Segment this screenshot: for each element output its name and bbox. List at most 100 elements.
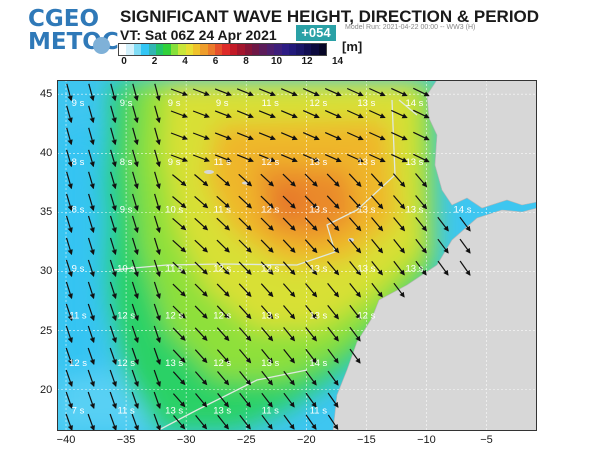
direction-arrow (459, 216, 471, 232)
wave-map: 9 s 9 s 9 s 9 s 11 s 12 s 13 s 14 s 8 s 8 s 9 s 11 … (57, 80, 537, 431)
direction-arrow (87, 347, 95, 366)
direction-arrow (258, 132, 276, 141)
direction-arrow (283, 414, 295, 430)
direction-arrow (282, 239, 296, 253)
longitude-tick-label: −35 (116, 434, 136, 446)
direction-arrow (87, 369, 95, 388)
direction-arrow (261, 370, 273, 386)
direction-arrow (154, 83, 161, 102)
direction-arrow (109, 303, 117, 322)
colorbar-swatch (259, 44, 267, 55)
direction-arrow (66, 193, 73, 212)
direction-arrow (326, 239, 340, 254)
wave-period-label: 13 s (357, 204, 375, 215)
direction-arrow (413, 87, 430, 97)
direction-arrow (283, 305, 296, 320)
globe-icon (93, 37, 110, 54)
direction-arrow (261, 392, 273, 408)
direction-arrow (87, 281, 95, 300)
wave-period-label: 9 s (120, 98, 133, 109)
direction-arrow (216, 239, 230, 253)
direction-arrow (302, 110, 320, 119)
wave-period-label: 13 s (309, 263, 327, 274)
direction-arrow (282, 173, 296, 187)
direction-arrow (371, 239, 384, 254)
direction-arrow (132, 171, 139, 190)
colorbar-tick-label: 12 (301, 56, 313, 67)
valid-time: VT: Sat 06Z 24 Apr 2021 (120, 27, 277, 43)
direction-arrow (131, 391, 139, 410)
direction-arrow (349, 239, 362, 254)
wave-period-label: 9 s (120, 204, 133, 215)
direction-arrow (415, 173, 428, 188)
colorbar-swatch (318, 44, 326, 55)
direction-arrow (192, 110, 210, 118)
direction-arrow (413, 153, 430, 163)
direction-arrow (305, 283, 318, 298)
colorbar-swatch (281, 44, 289, 55)
wave-period-label: 11 s (69, 311, 87, 322)
direction-arrow (305, 414, 317, 430)
latitude-tick-label: 45 (40, 88, 53, 101)
direction-arrow (194, 349, 208, 364)
longitude-tick-label: −10 (417, 434, 436, 446)
wave-period-label: 13 s (261, 358, 279, 369)
wave-period-label: 9 s (168, 157, 181, 168)
wave-period-label: 14 s (405, 98, 423, 109)
colorbar-swatch (311, 44, 319, 55)
logo-line-1: CGEO (28, 6, 100, 32)
direction-arrow (260, 239, 274, 253)
direction-arrow (369, 153, 386, 163)
direction-arrow (172, 327, 186, 341)
direction-arrow (172, 349, 186, 363)
direction-arrow (192, 88, 210, 96)
direction-arrow (172, 283, 186, 297)
colorbar-swatch (192, 44, 201, 55)
colorbar-tick-label: 10 (270, 56, 283, 67)
direction-arrow (194, 239, 208, 253)
direction-arrow (172, 261, 186, 275)
direction-arrow (172, 217, 187, 231)
direction-arrow (109, 281, 117, 300)
direction-arrow (349, 283, 361, 298)
direction-arrow (327, 305, 339, 320)
direction-arrow (216, 327, 230, 342)
wave-period-label: 13 s (357, 157, 375, 168)
direction-arrow (304, 195, 318, 209)
cgeo-metoc-logo: CGEO METOC (28, 6, 119, 54)
direction-arrow (216, 305, 230, 319)
colorbar-swatch (237, 44, 245, 55)
direction-arrow (238, 217, 252, 231)
direction-arrow (131, 325, 139, 344)
colorbar-tick-label: 6 (212, 56, 219, 67)
direction-arrow (132, 83, 139, 102)
latitude-tick-label: 25 (40, 324, 53, 337)
wave-period-label: 12 s (261, 263, 279, 274)
direction-arrow (327, 283, 340, 298)
direction-arrow (173, 415, 186, 430)
direction-arrow (192, 132, 210, 140)
direction-arrow (349, 261, 362, 276)
wave-period-label: 13 s (213, 405, 231, 416)
direction-arrow (346, 109, 364, 119)
colorbar-swatch (229, 44, 238, 55)
direction-arrow (154, 171, 161, 190)
model-run-info: Model Run: 2021-04-22 00:00 -- WW3 (H) (345, 24, 476, 31)
direction-arrow (195, 415, 208, 430)
africa-land (332, 207, 537, 431)
direction-arrow (65, 391, 73, 410)
direction-arrow (110, 127, 117, 146)
direction-arrow (346, 131, 364, 141)
wave-period-label: 9 s (168, 98, 181, 109)
colorbar-swatch (274, 44, 282, 55)
direction-arrow (370, 195, 384, 210)
direction-arrow (258, 154, 276, 163)
direction-arrow (326, 195, 340, 209)
direction-arrow (349, 304, 361, 320)
wave-period-label: 12 s (213, 311, 231, 322)
direction-arrow (238, 327, 252, 342)
direction-arrow (170, 88, 189, 97)
direction-arrow (326, 217, 340, 232)
wave-period-label: 11 s (262, 405, 280, 416)
direction-arrow (238, 261, 252, 275)
